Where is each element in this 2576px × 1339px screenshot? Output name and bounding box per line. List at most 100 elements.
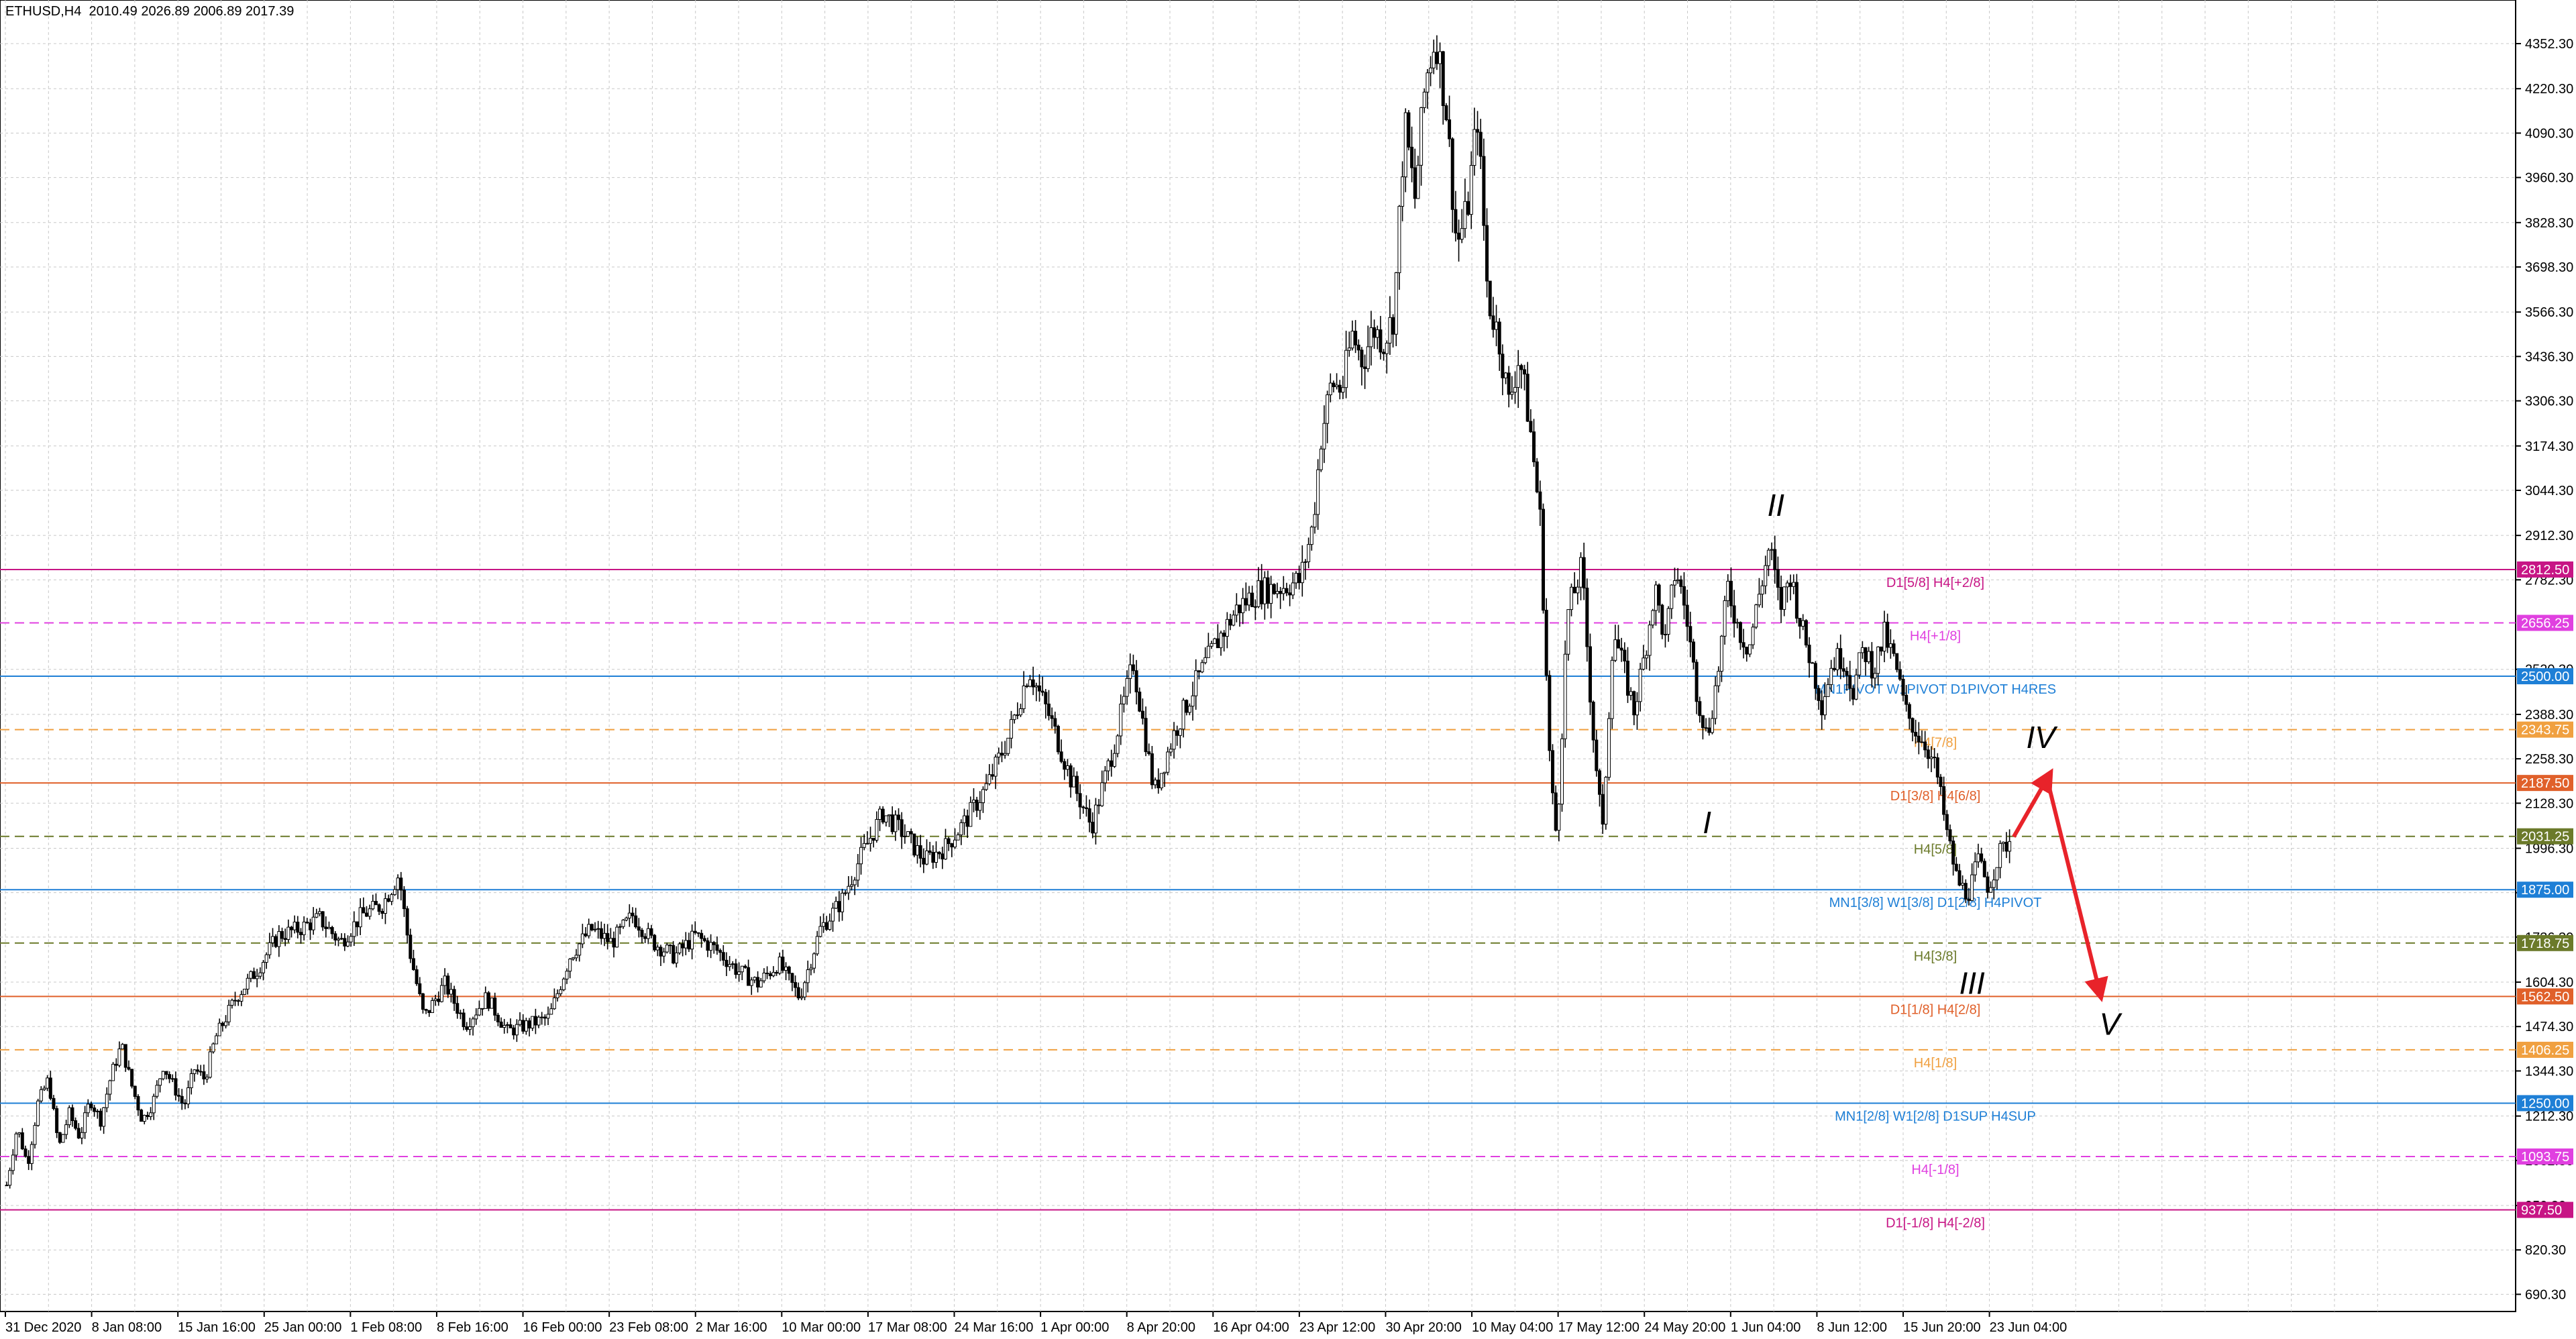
candle-body <box>1904 694 1909 705</box>
candle-body <box>430 1000 434 1013</box>
candle-body <box>1194 670 1198 696</box>
candle-body <box>474 1014 478 1020</box>
candle-body <box>718 950 722 953</box>
candle-body <box>690 930 694 950</box>
candle-body <box>1570 586 1573 610</box>
candle-body <box>221 1022 225 1026</box>
candle-body <box>252 971 256 979</box>
time-axis[interactable]: 31 Dec 2020 8 Jan 08:00 15 Jan 16:00 25 Jan… <box>5 1311 2067 1335</box>
candle-body <box>1175 730 1179 736</box>
candle-body <box>1379 329 1383 353</box>
candle-body <box>274 936 278 947</box>
candle-body <box>1485 225 1489 282</box>
candle-body <box>1448 119 1452 140</box>
candle-body <box>1269 584 1273 604</box>
x-tick-label: 8 Feb 16:00 <box>437 1320 508 1335</box>
candle-body <box>1933 757 1937 759</box>
price-tag <box>2517 614 2573 631</box>
candle-body <box>537 1016 541 1026</box>
x-tick-label: 8 Apr 20:00 <box>1127 1320 1195 1335</box>
wave-label: IV <box>2027 720 2059 755</box>
x-tick-label: 23 Jun 04:00 <box>1990 1320 2068 1335</box>
candle-body <box>1163 771 1167 774</box>
candle-body <box>1901 678 1905 696</box>
candle-body <box>152 1095 156 1114</box>
candle-body <box>678 943 682 953</box>
candle-body <box>1401 176 1405 207</box>
candle-body <box>471 1018 475 1028</box>
candle-body <box>1764 565 1768 586</box>
price-tag-label: 1093.75 <box>2521 1150 2569 1165</box>
candle-body <box>452 989 456 1004</box>
candle-body <box>1097 804 1101 806</box>
candle-body <box>527 1020 531 1028</box>
candle-body <box>468 1026 472 1030</box>
candle-body <box>439 985 443 1002</box>
candle-body <box>1582 557 1586 589</box>
candle-body <box>74 1120 78 1129</box>
candle-body <box>296 921 300 933</box>
candle-body <box>1563 653 1567 739</box>
candle-body <box>349 936 353 943</box>
candle-body <box>640 930 644 937</box>
price-tags: 2812.50 2656.25 2500.00 2343.75 2187.50 2031.… <box>2517 561 2573 1218</box>
candle-body <box>900 819 904 837</box>
candle-body <box>1964 883 1968 900</box>
candle-body <box>1629 691 1633 696</box>
candle-body <box>781 957 785 971</box>
chart-header: ETHUSD,H4 2010.49 2026.89 2006.89 2017.3… <box>5 4 294 19</box>
candle-body <box>480 1008 484 1010</box>
candle-body <box>1022 685 1026 709</box>
candle-body <box>602 932 606 939</box>
candle-body <box>1341 387 1345 393</box>
candle-body <box>1525 374 1529 422</box>
candle-body <box>740 965 744 973</box>
candle-body <box>374 901 378 906</box>
candle-body <box>424 1009 428 1011</box>
candle-body <box>1479 131 1483 157</box>
level-label: H4[5/8] <box>1914 843 1957 857</box>
wave-label: III <box>1959 966 1985 1001</box>
projection-arrow <box>2045 778 2108 1002</box>
candle-body <box>1507 372 1511 395</box>
candle-body <box>1695 661 1699 702</box>
candle-body <box>1776 569 1780 588</box>
candle-body <box>1538 491 1542 510</box>
price-tag <box>2517 1148 2573 1165</box>
candle-body <box>1591 702 1595 741</box>
candle-body <box>1523 369 1527 375</box>
candle-body <box>1754 604 1758 628</box>
candle-body <box>1713 685 1717 719</box>
candle-body <box>271 936 275 943</box>
candle-body <box>1801 620 1805 627</box>
candle-body <box>815 936 819 955</box>
candle-body <box>759 980 763 987</box>
candle-body <box>1347 347 1351 351</box>
candle-body <box>1046 703 1051 716</box>
candle-body <box>39 1089 43 1102</box>
candle-body <box>493 998 497 1016</box>
candle-body <box>571 957 575 960</box>
candle-body <box>1482 156 1486 226</box>
candle-body <box>496 1014 500 1022</box>
candle-body <box>747 967 751 986</box>
y-tick-label: 3698.30 <box>2525 260 2573 275</box>
price-tag-label: 2656.25 <box>2521 616 2569 631</box>
candle-body <box>1519 365 1523 370</box>
candle-body <box>465 1026 469 1030</box>
candle-body <box>1360 350 1364 368</box>
candle-body <box>555 993 559 998</box>
candle-body <box>377 904 381 912</box>
candle-body <box>546 1014 550 1019</box>
candle-body <box>552 997 556 1010</box>
candle-body <box>70 1107 74 1121</box>
x-tick-label: 1 Apr 00:00 <box>1040 1320 1109 1335</box>
candle-body <box>1350 331 1354 349</box>
candle-body <box>1009 719 1013 739</box>
candle-body <box>484 992 488 1009</box>
candle-body <box>14 1133 18 1156</box>
candle-body <box>1153 780 1157 786</box>
y-tick-label: 3174.30 <box>2525 439 2573 454</box>
candle-body <box>684 940 688 949</box>
